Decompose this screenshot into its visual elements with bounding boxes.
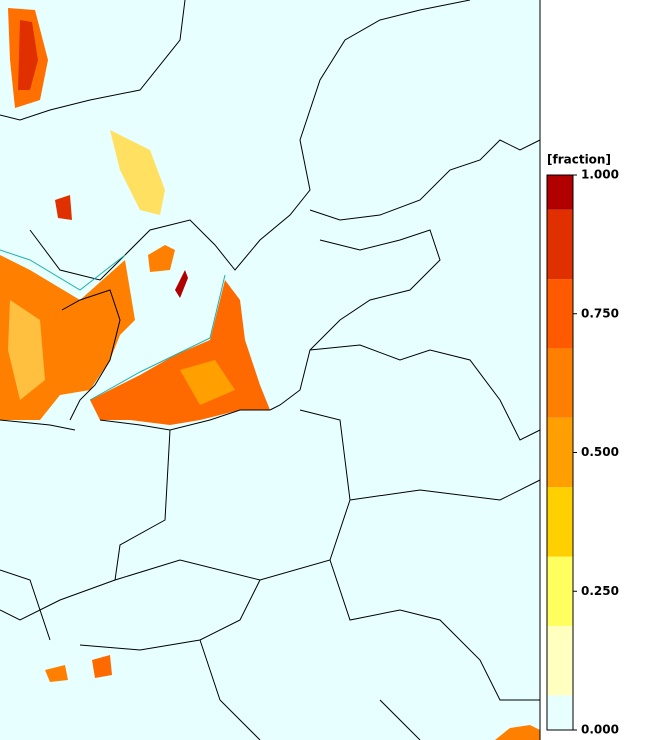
colorbar-segment	[547, 279, 573, 349]
field-patch	[148, 245, 175, 272]
colorbar-segment	[547, 556, 573, 626]
field-patch	[45, 665, 68, 682]
colorbar-tick-label: 0.000	[581, 723, 619, 737]
colorbar-segment	[547, 417, 573, 488]
field-patch	[55, 195, 72, 220]
borders	[0, 249, 541, 740]
field-patch	[18, 20, 38, 90]
border	[114, 409, 351, 581]
coastline	[61, 289, 121, 421]
field-patch	[8, 300, 45, 400]
colorbar-tick-label: 0.500	[581, 445, 619, 459]
colorbar-segment	[547, 695, 573, 730]
colorbar-segment	[547, 209, 573, 280]
coastline	[0, 0, 186, 121]
coastline	[99, 409, 270, 431]
field-patch	[180, 360, 235, 405]
shelf-line	[0, 249, 226, 401]
colorbar-segment	[547, 175, 573, 210]
field-patch	[175, 270, 188, 298]
coastline	[29, 0, 471, 281]
colorbar-segment	[547, 487, 573, 557]
border	[0, 569, 421, 740]
colorbar-tick-label: 1.000	[581, 168, 619, 182]
coastlines	[0, 0, 541, 431]
colorbar-segment	[547, 348, 573, 418]
field-patch	[495, 725, 540, 740]
field	[0, 8, 540, 740]
border	[349, 479, 541, 501]
field-patch	[92, 655, 112, 678]
border	[309, 344, 541, 441]
coastline	[309, 139, 541, 221]
colorbar-segment	[547, 625, 573, 696]
coastline	[269, 229, 441, 411]
field-patch	[110, 130, 165, 215]
colorbar-tick-label: 0.250	[581, 584, 619, 598]
coastline	[0, 419, 76, 431]
colorbar-tick-label: 0.750	[581, 306, 619, 320]
colorbar-label: [fraction]	[547, 153, 611, 167]
